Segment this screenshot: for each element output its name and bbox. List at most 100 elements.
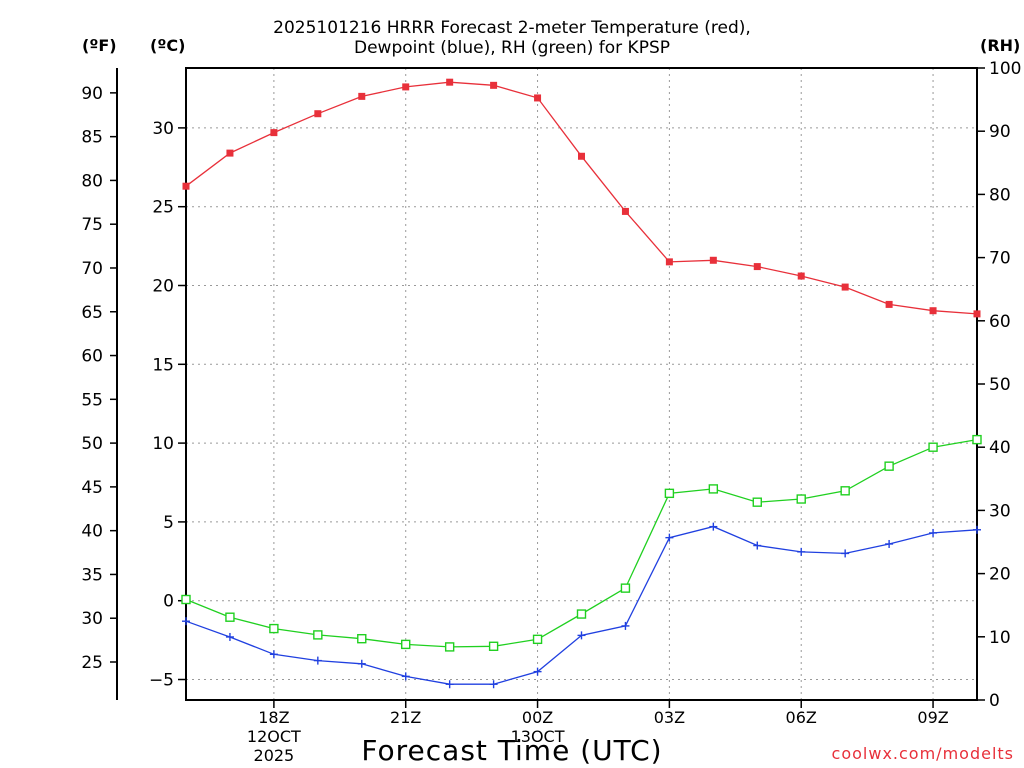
celsius-unit-label: (ºC) <box>150 36 186 55</box>
rh-tick-label: 80 <box>989 185 1011 205</box>
rh-tick-label: 90 <box>989 122 1011 142</box>
rh-point <box>357 633 367 644</box>
temperature-line <box>185 81 978 315</box>
fahrenheit-tick-label: 90 <box>81 84 103 104</box>
rh-point <box>401 639 411 650</box>
dewpoint-point <box>665 533 674 542</box>
temperature-point <box>182 182 190 190</box>
fahrenheit-tick-label: 25 <box>81 653 103 673</box>
dewpoint-point <box>929 528 938 537</box>
x-tick-sublabel: 13OCT <box>511 727 565 746</box>
celsius-tick-label: 5 <box>163 513 174 533</box>
dewpoint-point <box>621 621 630 630</box>
dewpoint-point <box>225 632 234 641</box>
temperature-point <box>534 94 542 102</box>
series-dewpoint <box>182 522 981 689</box>
fahrenheit-tick-label: 75 <box>81 215 103 235</box>
fahrenheit-tick-label: 35 <box>81 565 103 585</box>
rh-point <box>928 442 938 452</box>
dewpoint-point <box>445 680 454 689</box>
rh-point <box>796 494 806 504</box>
dewpoint-point <box>841 549 850 558</box>
rh-point <box>225 612 235 622</box>
dewpoint-point <box>577 631 586 640</box>
rh-tick-label: 30 <box>989 501 1011 521</box>
x-tick-label: 00Z <box>522 708 553 727</box>
fahrenheit-tick-label: 65 <box>81 303 103 323</box>
temperature-point <box>797 272 805 280</box>
temperature-point <box>753 263 761 271</box>
plot-frame <box>185 67 978 701</box>
celsius-tick-label: 10 <box>152 434 174 454</box>
fahrenheit-tick-label: 55 <box>81 390 103 410</box>
dewpoint-point <box>489 680 498 689</box>
temperature-point <box>490 81 498 89</box>
rh-point <box>752 497 762 507</box>
rh-point <box>840 486 850 496</box>
fahrenheit-tick-label: 45 <box>81 478 103 498</box>
rh-tick-label: 40 <box>989 438 1011 458</box>
temperature-point <box>929 307 937 315</box>
dewpoint-point <box>533 667 542 676</box>
axes: 2530354045505560657075808590−50510152025… <box>81 59 1021 765</box>
rh-point <box>269 623 279 634</box>
chart-title-line-1: 2025101216 HRRR Forecast 2-meter Tempera… <box>273 18 751 38</box>
fahrenheit-tick-label: 40 <box>81 522 103 542</box>
celsius-tick-label: 15 <box>152 355 174 375</box>
rh-tick-label: 60 <box>989 312 1011 332</box>
x-tick-label: 18Z <box>258 708 289 727</box>
rh-tick-label: 20 <box>989 565 1011 585</box>
celsius-tick-label: −5 <box>149 671 174 691</box>
gridlines <box>186 68 977 700</box>
temperature-point <box>621 207 629 215</box>
x-axis-label: Forecast Time (UTC) <box>361 734 663 767</box>
fahrenheit-tick-label: 70 <box>81 259 103 279</box>
rh-tick-label: 70 <box>989 249 1011 269</box>
temperature-point <box>358 92 366 100</box>
fahrenheit-tick-label: 60 <box>81 347 103 367</box>
dewpoint-point <box>885 539 894 548</box>
rh-point <box>313 630 323 640</box>
temperature-point <box>841 283 849 291</box>
x-tick-label: 06Z <box>786 708 817 727</box>
dewpoint-line <box>185 525 978 685</box>
dewpoint-point <box>269 650 278 659</box>
celsius-tick-label: 30 <box>152 119 174 139</box>
rh-point <box>884 461 894 471</box>
chart-title-line-2: Dewpoint (blue), RH (green) for KPSP <box>353 38 671 58</box>
temperature-point <box>270 129 278 137</box>
rh-unit-label: (RH) <box>980 36 1021 55</box>
rh-tick-label: 10 <box>989 628 1011 648</box>
fahrenheit-tick-label: 85 <box>81 128 103 148</box>
rh-point <box>620 583 631 593</box>
series-rh <box>181 434 982 652</box>
dewpoint-point <box>401 672 410 681</box>
x-tick-label: 21Z <box>390 708 421 727</box>
rh-point <box>972 434 982 445</box>
temperature-point <box>578 152 585 160</box>
data-series <box>181 78 982 689</box>
rh-point <box>664 488 675 499</box>
credit-link[interactable]: coolwx.com/modelts <box>831 744 1014 763</box>
rh-tick-label: 50 <box>989 375 1011 395</box>
celsius-tick-label: 20 <box>152 276 174 296</box>
celsius-tick-label: 0 <box>163 592 174 612</box>
temperature-point <box>446 78 454 86</box>
series-temperature <box>182 78 981 318</box>
x-tick-label: 03Z <box>654 708 685 727</box>
dewpoint-point <box>313 656 322 665</box>
x-tick-label: 09Z <box>917 708 948 727</box>
dewpoint-point <box>797 547 806 556</box>
dewpoint-point <box>973 525 981 534</box>
rh-point <box>708 484 719 494</box>
temperature-point <box>973 310 981 318</box>
temperature-point <box>314 110 322 118</box>
dewpoint-point <box>753 541 762 550</box>
temperature-point <box>665 258 673 266</box>
rh-point <box>488 641 499 651</box>
rh-tick-label: 0 <box>989 691 1000 711</box>
fahrenheit-tick-label: 50 <box>81 434 103 454</box>
dewpoint-point <box>182 617 190 626</box>
x-tick-sublabel: 12OCT <box>247 727 301 746</box>
